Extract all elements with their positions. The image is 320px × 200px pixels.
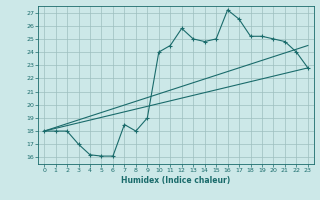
X-axis label: Humidex (Indice chaleur): Humidex (Indice chaleur) bbox=[121, 176, 231, 185]
